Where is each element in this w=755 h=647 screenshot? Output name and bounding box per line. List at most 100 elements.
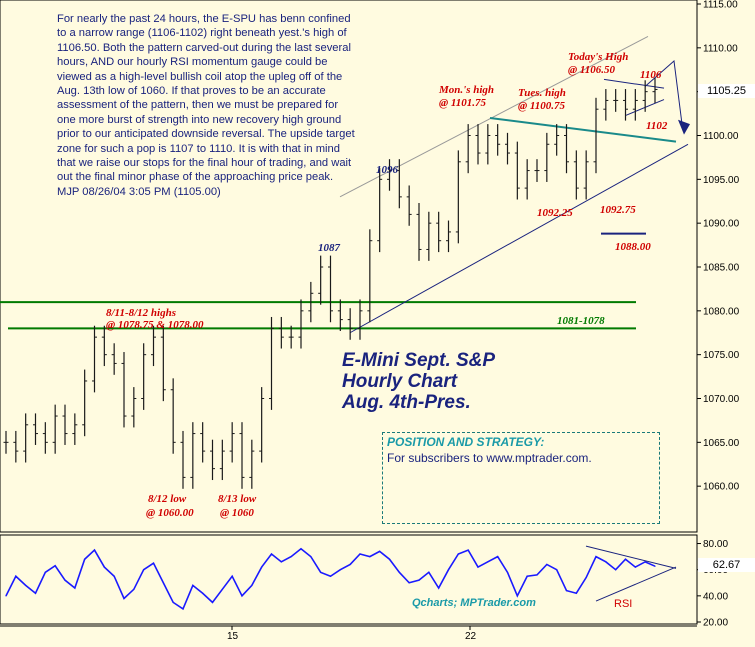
rsi-point (379, 550, 381, 552)
ann-low-0813-val: @ 1060 (220, 507, 254, 519)
rsi-line (5, 547, 656, 611)
title-line-1: E-Mini Sept. S&P (342, 350, 496, 371)
rsi-point (506, 571, 509, 573)
rsi-point (418, 579, 420, 581)
y-tick-label: 1110.00 (703, 43, 738, 54)
y-tick-label: 1115.00 (703, 0, 738, 11)
projection-arrow (644, 59, 683, 125)
rsi-point (575, 592, 577, 594)
neckline (489, 116, 677, 143)
rsi-point (270, 553, 273, 555)
rsi-point (438, 587, 440, 589)
rsi-point (280, 561, 282, 563)
rsi-point (497, 556, 499, 558)
rsi-triangle-top (585, 545, 677, 569)
rsi-point (113, 575, 115, 577)
rsi-point (339, 569, 341, 571)
ann-mon-high: Mon.'s high (439, 84, 495, 96)
rsi-point (310, 556, 312, 558)
rsi-point (428, 571, 430, 573)
rsi-point (182, 608, 184, 610)
y-tick-label: 1070.00 (703, 394, 740, 405)
strategy-text: For subscribers to www.mptrader.com. (387, 451, 592, 465)
rsi-point (624, 558, 627, 560)
rsi-point (221, 588, 223, 590)
rsi-last-tag: 62.67 (698, 558, 755, 572)
rsi-y-tick-label: 40.00 (703, 591, 728, 602)
rsi-point (565, 590, 568, 592)
rsi-point (516, 595, 518, 597)
ann-today-high-val: @ 1106.50 (568, 64, 616, 76)
ann-1106: 1106 (640, 69, 662, 81)
ann-1087: 1087 (318, 242, 340, 254)
rsi-point (5, 595, 7, 597)
y-tick-label: 1080.00 (703, 306, 740, 317)
rsi-point (123, 597, 125, 600)
y-tick-label: 1075.00 (703, 350, 740, 361)
rsi-point (615, 569, 617, 571)
lower-trendline (349, 143, 689, 334)
rsi-point (211, 601, 214, 603)
rsi-point (359, 553, 361, 555)
rsi-point (447, 569, 450, 571)
price-panel-frame (0, 0, 698, 533)
y-tick-label: 1090.00 (703, 219, 740, 230)
strategy-heading: POSITION AND STRATEGY: (387, 435, 545, 449)
rsi-point (290, 556, 292, 558)
ann-mon-high-val: @ 1101.75 (439, 97, 487, 109)
rsi-point (74, 587, 76, 589)
x-tick-label: 15 (227, 631, 239, 642)
rsi-point (15, 575, 17, 577)
ann-1092-75: 1092.75 (600, 204, 636, 216)
commentary-text: For nearly the past 24 hours, the E-SPU … (57, 13, 355, 198)
rsi-point (93, 549, 96, 551)
title-line-3: Aug. 4th-Pres. (342, 392, 471, 413)
rsi-point (103, 566, 105, 568)
rsi-point (605, 561, 607, 563)
rsi-y-tick-label: 80.00 (703, 539, 728, 550)
rsi-point (556, 569, 558, 571)
rsi-point (34, 592, 37, 594)
rsi-point (133, 588, 135, 590)
rsi-triangle-bottom (595, 566, 677, 602)
y-tick-label: 1085.00 (703, 263, 740, 274)
ann-1088: 1088.00 (615, 241, 651, 253)
rsi-point (546, 563, 548, 566)
rsi-point (25, 584, 27, 586)
rsi-point (261, 566, 263, 568)
ann-highs-0811-val: @ 1078.75 & 1078.00 (106, 319, 204, 331)
ann-highs-0811: 8/11-8/12 highs (106, 307, 176, 319)
rsi-point (192, 584, 194, 586)
ann-low-0813: 8/13 low (218, 493, 257, 505)
projection-arrowhead (678, 119, 690, 135)
rsi-point (152, 562, 155, 564)
rsi-point (44, 571, 46, 573)
strategy-box: POSITION AND STRATEGY: For subscribers t… (382, 432, 660, 524)
rsi-point (654, 565, 656, 567)
y-tick-label: 1100.00 (703, 131, 739, 142)
rsi-point (202, 592, 204, 594)
chart-credit: Qcharts; MPTrader.com (412, 597, 536, 609)
rsi-point (251, 584, 253, 586)
rsi-point (595, 556, 597, 558)
ann-1102: 1102 (646, 120, 668, 132)
rsi-point (408, 582, 410, 584)
ann-tues-high: Tues. high (518, 87, 566, 99)
ann-tues-high-val: @ 1100.75 (518, 100, 566, 112)
rsi-point (54, 565, 56, 567)
rsi-point (300, 548, 302, 550)
ann-low-0812: 8/12 low (148, 493, 187, 505)
y-tick-label: 1095.00 (703, 175, 740, 186)
ann-today-high: Today's High (568, 51, 629, 63)
rsi-point (64, 579, 66, 581)
rsi-point (369, 556, 371, 558)
rsi-point (241, 595, 243, 597)
rsi-point (487, 561, 489, 563)
chart-title: E-Mini Sept. S&P Hourly Chart Aug. 4th-P… (342, 350, 495, 413)
rsi-point (398, 571, 400, 573)
x-tick-label: 22 (465, 631, 477, 642)
y-tick-label: 1060.00 (703, 482, 740, 493)
rsi-point (329, 575, 332, 577)
rsi-point (467, 549, 469, 551)
